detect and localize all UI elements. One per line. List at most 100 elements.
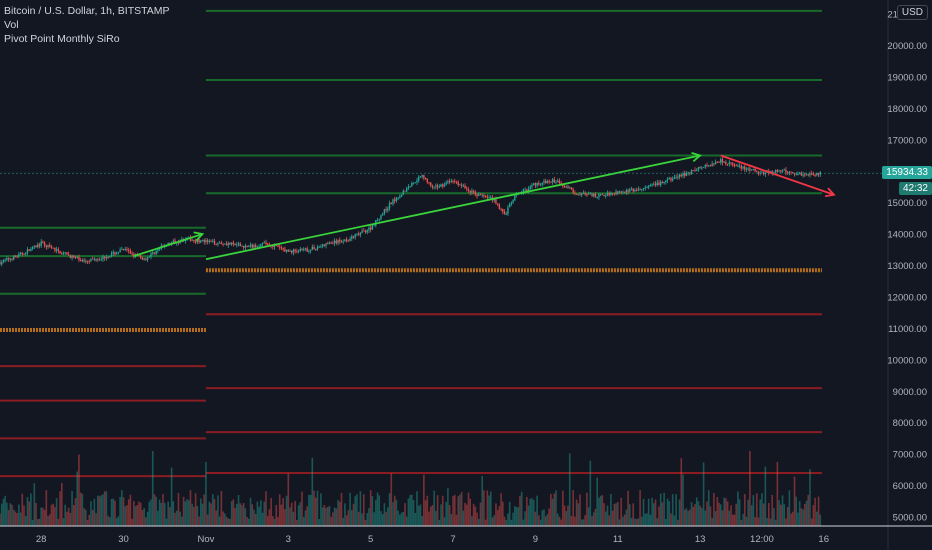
volume-bar <box>184 501 187 526</box>
volume-bar <box>476 512 478 526</box>
candle-body <box>43 242 46 246</box>
volume-bar <box>594 508 597 526</box>
candle-body <box>0 262 1 265</box>
volume-bar <box>683 509 686 526</box>
volume-bar <box>527 505 530 526</box>
volume-bar <box>388 493 391 526</box>
candle-body <box>601 193 604 195</box>
volume-bar <box>393 495 396 526</box>
candle-body <box>690 170 693 174</box>
volume-bar <box>239 503 242 526</box>
volume-bar <box>91 510 94 526</box>
volume-bar <box>316 490 319 526</box>
candle-body <box>443 184 446 187</box>
volume-bar <box>289 507 291 526</box>
candle-body <box>471 190 473 193</box>
volume-bar <box>771 494 774 526</box>
volume-bar <box>697 501 700 526</box>
volume-bar <box>443 517 446 526</box>
candle-body <box>584 192 586 195</box>
volume-indicator-label[interactable]: Vol <box>4 19 19 31</box>
pivot-indicator-label[interactable]: Pivot Point Monthly SiRo <box>4 33 120 45</box>
candle-body <box>208 241 211 242</box>
volume-bar <box>59 491 61 526</box>
candle-body <box>481 195 483 196</box>
candle-body <box>289 250 291 252</box>
volume-bar <box>656 518 659 526</box>
candle-body <box>752 168 755 170</box>
currency-button[interactable]: USD <box>896 5 928 20</box>
volume-bar <box>224 513 226 526</box>
volume-bar <box>568 453 571 526</box>
candle-body <box>574 192 576 194</box>
y-tick-label: 18000.00 <box>887 104 927 115</box>
volume-bar <box>517 507 520 526</box>
candle-body <box>78 256 80 261</box>
volume-bar <box>519 495 521 526</box>
candle-body <box>714 161 717 165</box>
volume-bar <box>522 519 525 526</box>
candle-body <box>510 202 513 205</box>
candle-body <box>1 262 3 265</box>
volume-bar <box>261 512 264 526</box>
x-tick-label: 28 <box>36 534 47 545</box>
volume-bar <box>114 500 116 526</box>
volume-bar <box>474 506 477 526</box>
candle-body <box>201 240 204 241</box>
symbol-title[interactable]: Bitcoin / U.S. Dollar, 1h, BITSTAMP <box>4 5 170 17</box>
candle-body <box>234 243 236 246</box>
candle-body <box>119 249 121 253</box>
volume-bar <box>284 509 286 526</box>
y-tick-label: 19000.00 <box>887 72 927 83</box>
volume-bar <box>603 503 605 526</box>
volume-bar <box>227 518 230 526</box>
volume-bar <box>229 519 231 526</box>
volume-bar <box>654 499 657 526</box>
volume-bar <box>507 513 509 526</box>
volume-bar <box>170 467 173 526</box>
candle-body <box>474 191 477 195</box>
candle-body <box>407 186 410 189</box>
volume-bar <box>133 501 135 526</box>
candle-body <box>280 247 283 249</box>
volume-bar <box>690 502 693 526</box>
volume-bar <box>548 508 550 526</box>
candle-body <box>771 171 773 174</box>
candle-body <box>786 172 789 174</box>
volume-bar <box>72 505 75 526</box>
candle-body <box>430 182 432 186</box>
pivot-levels <box>0 9 822 478</box>
candle-body <box>42 241 44 243</box>
x-tick-label: 16 <box>818 534 829 545</box>
candle-body <box>656 182 658 185</box>
volume-bar <box>134 506 137 526</box>
candle-body <box>194 241 197 243</box>
candle-body <box>110 253 113 257</box>
volume-bar <box>296 519 298 526</box>
volume-bar <box>783 504 786 526</box>
volume-bar <box>320 493 322 526</box>
candle-body <box>392 199 394 205</box>
volume-bar <box>7 510 10 526</box>
volume-bar <box>435 510 437 526</box>
y-tick-label: 17000.00 <box>887 135 927 146</box>
volume-bar <box>4 495 6 526</box>
candle-body <box>718 161 720 163</box>
candle-body <box>376 219 379 221</box>
candle-body <box>306 248 308 252</box>
volume-bar <box>780 504 782 526</box>
candle-body <box>671 178 674 181</box>
candle-body <box>781 170 784 172</box>
volume-bar <box>737 491 739 526</box>
candle-body <box>55 249 58 251</box>
candle-body <box>678 174 681 178</box>
volume-bar <box>64 504 67 526</box>
volume-bar <box>563 505 566 526</box>
volume-bar <box>510 519 513 526</box>
volume-bar <box>428 511 430 526</box>
volume-bar <box>579 494 581 526</box>
volume-bar <box>745 516 748 526</box>
volume-bar <box>464 502 466 526</box>
